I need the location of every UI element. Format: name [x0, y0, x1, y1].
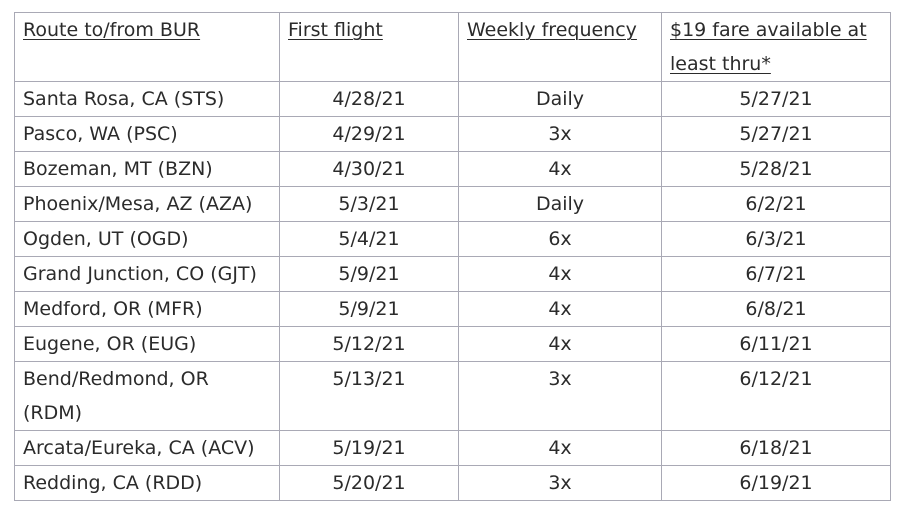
- table-row: Eugene, OR (EUG) 5/12/21 4x 6/11/21: [14, 326, 891, 362]
- table-row: Arcata/Eureka, CA (ACV) 5/19/21 4x 6/18/…: [14, 430, 891, 466]
- header-fare-available-thru: $19 fare available at least thru*: [661, 12, 891, 82]
- cell-route: Redding, CA (RDD): [14, 465, 280, 501]
- table-row: Medford, OR (MFR) 5/9/21 4x 6/8/21: [14, 291, 891, 327]
- table-row: Bozeman, MT (BZN) 4/30/21 4x 5/28/21: [14, 151, 891, 187]
- flight-routes-table-container: Route to/from BUR First flight Weekly fr…: [14, 12, 891, 501]
- table-row: Santa Rosa, CA (STS) 4/28/21 Daily 5/27/…: [14, 81, 891, 117]
- table-row: Phoenix/Mesa, AZ (AZA) 5/3/21 Daily 6/2/…: [14, 186, 891, 222]
- table-row: Grand Junction, CO (GJT) 5/9/21 4x 6/7/2…: [14, 256, 891, 292]
- cell-frequency: 4x: [458, 256, 662, 292]
- cell-route: Arcata/Eureka, CA (ACV): [14, 430, 280, 466]
- cell-first-flight: 5/20/21: [279, 465, 459, 501]
- table-body: Santa Rosa, CA (STS) 4/28/21 Daily 5/27/…: [14, 81, 891, 501]
- cell-route: Bend/Redmond, OR (RDM): [14, 361, 280, 431]
- cell-route: Ogden, UT (OGD): [14, 221, 280, 257]
- cell-fare-thru: 6/2/21: [661, 186, 891, 222]
- cell-fare-thru: 6/19/21: [661, 465, 891, 501]
- header-row: Route to/from BUR First flight Weekly fr…: [14, 12, 891, 82]
- cell-frequency: Daily: [458, 81, 662, 117]
- cell-first-flight: 5/3/21: [279, 186, 459, 222]
- cell-first-flight: 5/9/21: [279, 291, 459, 327]
- table-row: Bend/Redmond, OR (RDM) 5/13/21 3x 6/12/2…: [14, 361, 891, 431]
- cell-frequency: 3x: [458, 465, 662, 501]
- cell-frequency: 4x: [458, 430, 662, 466]
- cell-frequency: 4x: [458, 326, 662, 362]
- cell-frequency: 4x: [458, 291, 662, 327]
- cell-first-flight: 5/9/21: [279, 256, 459, 292]
- cell-first-flight: 5/4/21: [279, 221, 459, 257]
- cell-fare-thru: 5/27/21: [661, 81, 891, 117]
- cell-first-flight: 5/19/21: [279, 430, 459, 466]
- cell-fare-thru: 5/28/21: [661, 151, 891, 187]
- flight-routes-table: Route to/from BUR First flight Weekly fr…: [14, 12, 891, 501]
- table-header: Route to/from BUR First flight Weekly fr…: [14, 12, 891, 82]
- cell-frequency: 3x: [458, 116, 662, 152]
- cell-frequency: Daily: [458, 186, 662, 222]
- cell-route: Grand Junction, CO (GJT): [14, 256, 280, 292]
- cell-first-flight: 4/30/21: [279, 151, 459, 187]
- cell-frequency: 6x: [458, 221, 662, 257]
- cell-frequency: 3x: [458, 361, 662, 431]
- cell-first-flight: 4/29/21: [279, 116, 459, 152]
- cell-fare-thru: 5/27/21: [661, 116, 891, 152]
- cell-fare-thru: 6/8/21: [661, 291, 891, 327]
- cell-route: Pasco, WA (PSC): [14, 116, 280, 152]
- cell-fare-thru: 6/12/21: [661, 361, 891, 431]
- cell-route: Eugene, OR (EUG): [14, 326, 280, 362]
- table-row: Pasco, WA (PSC) 4/29/21 3x 5/27/21: [14, 116, 891, 152]
- cell-first-flight: 5/12/21: [279, 326, 459, 362]
- cell-fare-thru: 6/7/21: [661, 256, 891, 292]
- cell-frequency: 4x: [458, 151, 662, 187]
- cell-first-flight: 5/13/21: [279, 361, 459, 431]
- cell-route: Santa Rosa, CA (STS): [14, 81, 280, 117]
- cell-route: Phoenix/Mesa, AZ (AZA): [14, 186, 280, 222]
- cell-first-flight: 4/28/21: [279, 81, 459, 117]
- header-first-flight: First flight: [279, 12, 459, 82]
- cell-route: Bozeman, MT (BZN): [14, 151, 280, 187]
- header-weekly-frequency: Weekly frequency: [458, 12, 662, 82]
- cell-fare-thru: 6/11/21: [661, 326, 891, 362]
- cell-fare-thru: 6/18/21: [661, 430, 891, 466]
- cell-fare-thru: 6/3/21: [661, 221, 891, 257]
- header-route: Route to/from BUR: [14, 12, 280, 82]
- cell-route: Medford, OR (MFR): [14, 291, 280, 327]
- table-row: Redding, CA (RDD) 5/20/21 3x 6/19/21: [14, 465, 891, 501]
- table-row: Ogden, UT (OGD) 5/4/21 6x 6/3/21: [14, 221, 891, 257]
